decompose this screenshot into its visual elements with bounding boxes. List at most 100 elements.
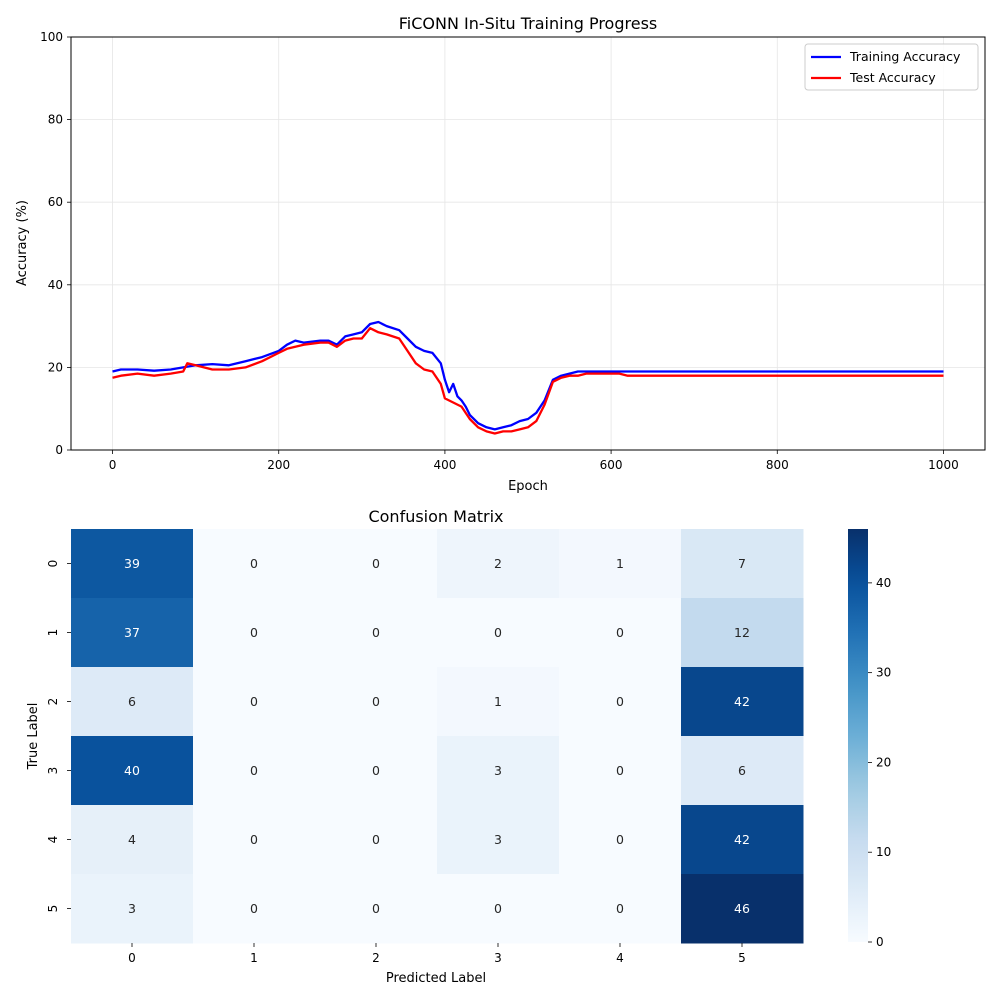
line-chart-y-axis-label: Accuracy (%) [15,200,30,286]
heatmap-y-tick-label: 4 [46,836,60,844]
heatmap-cell-value: 40 [124,763,140,778]
heatmap-x-tick-label: 1 [250,951,258,965]
heatmap-cell [71,529,194,599]
y-tick-label: 80 [48,113,63,127]
heatmap-cell [315,805,438,875]
heatmap-cell [437,667,560,737]
heatmap-cell-value: 7 [738,556,746,571]
heatmap-cell-value: 1 [494,694,502,709]
confusion-matrix-chart: Confusion Matrix 39 0 0 2 1 737 0 0 0 0 126 0 0 1 0 424… [26,507,891,986]
heatmap-cell [559,667,682,737]
heatmap-cell [193,805,316,875]
heatmap-cell [193,667,316,737]
heatmap-cell-value: 3 [494,832,502,847]
heatmap-x-tick-label: 2 [372,951,380,965]
colorbar-tick-label: 0 [876,935,884,949]
colorbar-bar [848,529,868,942]
heatmap-y-tick-label: 5 [46,905,60,913]
colorbar-tick-label: 40 [876,576,891,590]
heatmap-cell [71,736,194,806]
line-chart-frame [70,36,986,451]
heatmap-cell [315,598,438,668]
heatmap-cell-value: 0 [250,763,258,778]
legend-box [804,43,979,91]
test-accuracy-line [112,327,944,435]
line-chart-series [112,320,944,435]
colorbar-tick-label: 30 [876,666,891,680]
heatmap-cell [681,874,804,944]
heatmap-cell-value: 42 [734,694,750,709]
heatmap-cell [437,736,560,806]
heatmap-cell-value: 0 [494,625,502,640]
heatmap-cell [315,874,438,944]
heatmap-y-tick-label: 3 [46,767,60,775]
colorbar-tick-label: 10 [876,845,891,859]
heatmap-cell-value: 0 [250,625,258,640]
heatmap-cell-value: 37 [124,625,140,640]
heatmap-cell [681,598,804,668]
y-tick-label: 20 [48,360,63,374]
heatmap-cell [559,598,682,668]
heatmap-cell-value: 0 [372,763,380,778]
heatmap-x-tick-label: 3 [494,951,502,965]
colorbar-tick-label: 20 [876,755,891,769]
heatmap-cell-value: 46 [734,901,750,916]
heatmap-cell [559,736,682,806]
heatmap-cell-value: 1 [616,556,624,571]
heatmap-x-tick-label: 0 [128,951,136,965]
heatmap-cell-value: 0 [616,694,624,709]
y-tick-label: 40 [48,278,63,292]
heatmap-cell-value: 6 [128,694,136,709]
heatmap-cell [681,667,804,737]
legend-label: Test Accuracy [849,70,936,85]
heatmap-x-tick-label: 5 [738,951,746,965]
line-chart-y-ticks: 0 20 40 60 80 100 [40,30,71,457]
heatmap-cell-value: 0 [616,901,624,916]
heatmap-cell [71,874,194,944]
heatmap-cell [437,874,560,944]
heatmap-cell [315,736,438,806]
line-chart-title: FiCONN In-Situ Training Progress [399,14,658,33]
training-progress-chart: FiCONN In-Situ Training Progress 0 200 400… [15,14,986,494]
heatmap-cell-value: 0 [616,625,624,640]
heatmap-cell [681,736,804,806]
heatmap-y-tick-label: 0 [46,560,60,568]
heatmap-cell [71,667,194,737]
x-tick-label: 1000 [928,458,959,472]
heatmap-cell-value: 0 [250,901,258,916]
heatmap-cell-value: 0 [250,556,258,571]
heatmap-title: Confusion Matrix [368,507,503,526]
heatmap-cell [193,736,316,806]
heatmap-cell [193,598,316,668]
heatmap-cell [315,667,438,737]
heatmap-cell-value: 0 [250,694,258,709]
heatmap-cell [193,874,316,944]
heatmap-cell-value: 0 [372,625,380,640]
heatmap-cell-value: 12 [734,625,750,640]
y-tick-label: 100 [40,30,63,44]
heatmap-x-tick-label: 4 [616,951,624,965]
line-chart-x-ticks: 0 200 400 600 800 1000 [109,450,959,472]
x-tick-label: 0 [109,458,117,472]
heatmap-cell [559,805,682,875]
line-chart-legend: Training Accuracy Test Accuracy [804,43,979,91]
heatmap-y-axis-label: True Label [26,703,41,771]
heatmap-cell-value: 0 [616,832,624,847]
heatmap-cell-value: 0 [372,556,380,571]
heatmap-cell [559,529,682,599]
heatmap-cell [193,529,316,599]
heatmap-cell-value: 3 [494,763,502,778]
y-tick-label: 60 [48,195,63,209]
heatmap-y-tick-label: 2 [46,698,60,706]
heatmap-cell-value: 0 [372,694,380,709]
heatmap-cell-value: 6 [738,763,746,778]
heatmap-cell-value: 0 [372,901,380,916]
heatmap-cell-value: 0 [616,763,624,778]
heatmap-cell-value: 42 [734,832,750,847]
heatmap-x-ticks: 0 1 2 3 4 5 [128,943,746,965]
heatmap-cell-value: 4 [128,832,136,847]
colorbar: 0 10 20 30 40 [848,529,891,949]
heatmap-x-axis-label: Predicted Label [386,971,486,986]
